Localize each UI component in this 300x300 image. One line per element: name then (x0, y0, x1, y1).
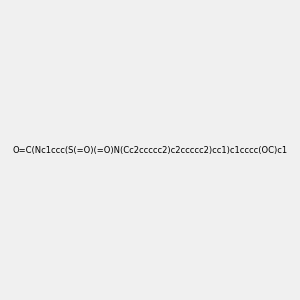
Text: O=C(Nc1ccc(S(=O)(=O)N(Cc2ccccc2)c2ccccc2)cc1)c1cccc(OC)c1: O=C(Nc1ccc(S(=O)(=O)N(Cc2ccccc2)c2ccccc2… (12, 146, 288, 154)
